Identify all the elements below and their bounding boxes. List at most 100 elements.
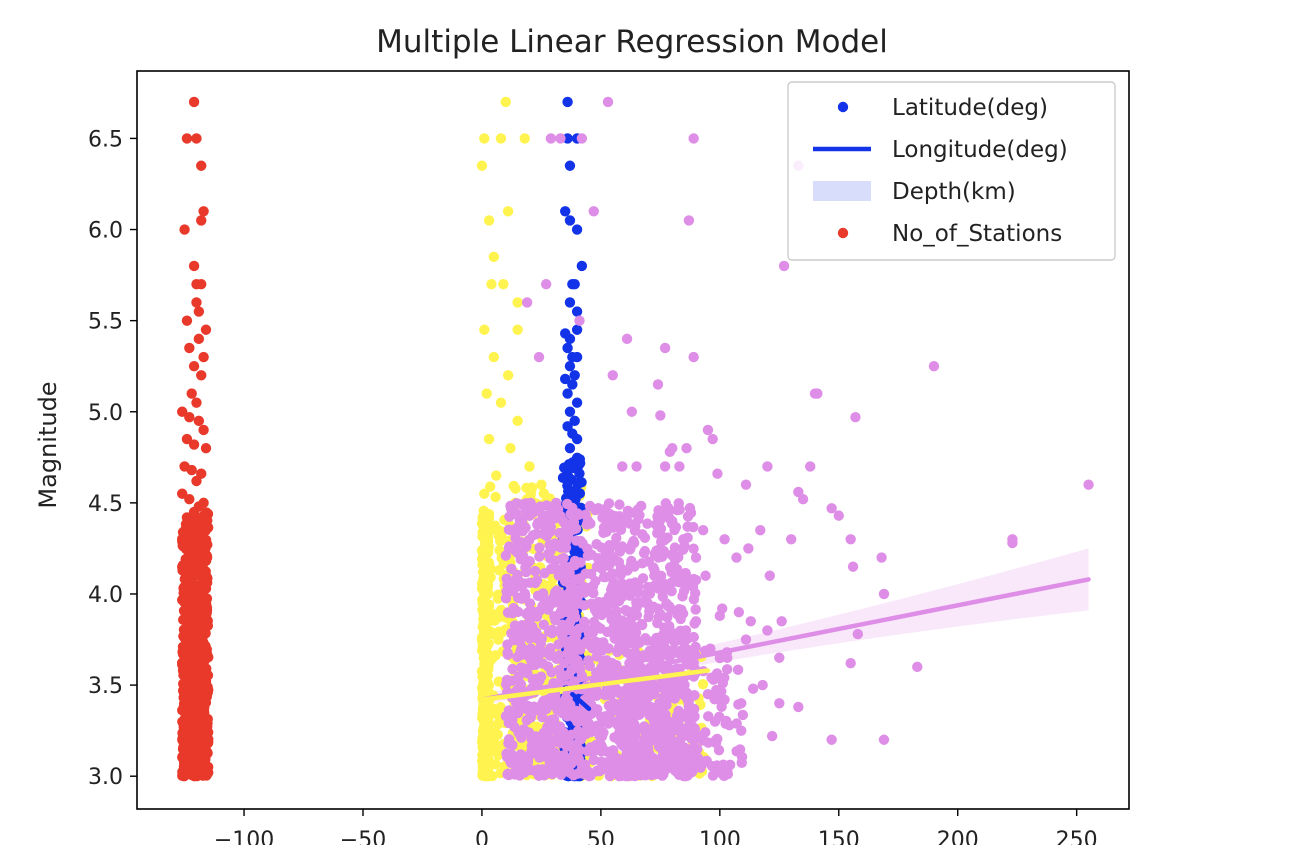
series-3-point	[603, 700, 615, 711]
latitude-deg--point	[569, 279, 580, 290]
series-3-point	[644, 588, 656, 599]
series-3-point	[812, 388, 823, 399]
series-3-point	[688, 133, 699, 144]
series-1-point	[492, 719, 503, 730]
series-3-point	[677, 576, 688, 588]
series-1-point	[478, 505, 489, 517]
no-of-stations-point	[193, 628, 205, 639]
series-3-point	[637, 529, 648, 540]
series-3-point	[805, 461, 816, 472]
series-3-point	[552, 504, 564, 515]
series-1-point	[479, 324, 490, 335]
series-3-point	[541, 524, 552, 535]
series-3-point	[549, 720, 560, 732]
series-3-point	[640, 724, 652, 735]
series-3-point	[527, 621, 538, 633]
series-3-point	[734, 744, 746, 755]
series-3-point	[556, 732, 568, 743]
series-1-point	[480, 537, 491, 548]
series-3-point	[631, 687, 643, 698]
no-of-stations-point	[191, 652, 203, 664]
series-3-point	[713, 766, 724, 778]
series-3-point	[600, 503, 611, 515]
no-of-stations-point	[184, 494, 195, 505]
no-of-stations-point	[198, 742, 209, 753]
series-3-point	[682, 511, 694, 522]
series-3-point	[574, 573, 586, 584]
no-of-stations-point	[198, 206, 209, 217]
no-of-stations-point	[188, 611, 199, 623]
series-3-point	[712, 670, 723, 682]
series-1-point	[483, 433, 495, 445]
series-3-point	[637, 573, 649, 584]
series-3-point	[719, 534, 730, 545]
series-3-point	[652, 379, 664, 390]
y-tick-label: 3.5	[88, 674, 123, 699]
series-3-point	[646, 769, 657, 781]
series-3-point	[613, 614, 624, 625]
series-3-point	[607, 370, 618, 381]
series-3-point	[561, 526, 572, 537]
series-3-point	[535, 671, 547, 682]
series-3-point	[833, 510, 844, 521]
series-3-point	[731, 552, 742, 563]
series-3-point	[878, 588, 890, 600]
no-of-stations-point	[191, 475, 202, 487]
latitude-deg--point	[574, 468, 585, 479]
series-3-point	[912, 661, 923, 673]
no-of-stations-point	[192, 660, 203, 672]
series-3-point	[928, 361, 940, 372]
series-3-point	[580, 622, 591, 634]
series-3-point	[532, 519, 543, 530]
no-of-stations-point	[179, 224, 190, 235]
latitude-deg--point	[566, 458, 577, 469]
series-1-point	[477, 763, 489, 774]
series-3-point	[702, 689, 714, 700]
series-1-point	[479, 133, 490, 144]
series-3-point	[658, 707, 670, 719]
series-3-point	[609, 598, 620, 609]
y-axis-label: Magnitude	[34, 381, 62, 508]
series-3-point	[776, 616, 787, 627]
series-3-point	[633, 580, 644, 591]
series-3-point	[565, 624, 576, 635]
series-1-point	[490, 491, 501, 503]
series-3-point	[537, 744, 549, 756]
no-of-stations-point	[188, 598, 200, 609]
series-1-point	[491, 470, 502, 481]
no-of-stations-point	[193, 333, 205, 345]
series-3-point	[541, 703, 552, 715]
series-3-point	[740, 634, 752, 645]
series-3-point	[534, 501, 546, 512]
scatter-points	[176, 96, 1094, 782]
series-3-point	[757, 679, 768, 691]
series-3-point	[537, 711, 548, 723]
no-of-stations-point	[185, 684, 196, 696]
series-3-point	[519, 663, 530, 674]
series-3-point	[541, 694, 553, 706]
series-3-point	[600, 571, 611, 583]
no-of-stations-point	[200, 443, 212, 454]
series-1-point	[536, 479, 547, 490]
no-of-stations-point	[199, 750, 211, 761]
no-of-stations-point	[196, 160, 207, 171]
no-of-stations-point	[179, 730, 190, 742]
series-1-point	[477, 595, 488, 607]
series-3-point	[546, 749, 557, 760]
series-3-point	[524, 598, 536, 609]
no-of-stations-point	[177, 665, 189, 676]
no-of-stations-point	[191, 297, 202, 308]
series-3-point	[591, 539, 602, 550]
series-3-point	[503, 524, 515, 535]
series-3-point	[545, 133, 557, 144]
series-3-point	[632, 695, 644, 706]
latitude-deg--point	[562, 342, 573, 354]
no-of-stations-point	[200, 676, 212, 687]
series-3-point	[736, 725, 747, 736]
no-of-stations-point	[181, 133, 193, 144]
regression-line	[570, 691, 592, 712]
series-3-point	[510, 765, 521, 777]
series-3-point	[736, 698, 747, 709]
series-3-point	[621, 647, 633, 658]
series-1-point	[498, 279, 509, 290]
